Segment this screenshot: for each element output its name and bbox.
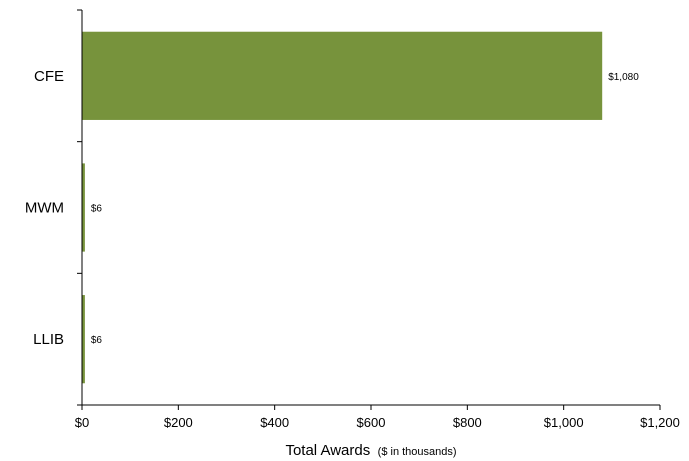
- data-label-mwm: $6: [91, 204, 103, 215]
- x-tick-label: $1,000: [544, 415, 584, 430]
- x-axis-title: Total Awards ($ in thousands): [285, 442, 456, 459]
- labels-group: CFE $1,080 MWM $6 LLIB $6 $0 $200 $400 $600 $800 $1…: [25, 68, 680, 430]
- x-axis-title-main: Total Awards: [285, 442, 370, 459]
- axes-group: [77, 9, 661, 410]
- data-label-llib: $6: [91, 335, 103, 346]
- x-tick-label: $200: [164, 415, 193, 430]
- data-label-cfe: $1,080: [608, 72, 639, 83]
- x-tick-label: $600: [357, 415, 386, 430]
- bars-group: [82, 31, 603, 384]
- x-tick-label: $800: [453, 415, 482, 430]
- x-tick-label: $400: [260, 415, 289, 430]
- category-label-cfe: CFE: [34, 68, 64, 85]
- x-axis-title-sub: ($ in thousands): [378, 446, 457, 458]
- x-tick-label: $0: [75, 415, 89, 430]
- category-label-mwm: MWM: [25, 200, 64, 217]
- bar-mwm: [82, 163, 85, 252]
- category-label-llib: LLIB: [33, 331, 64, 348]
- bar-cfe: [82, 31, 603, 120]
- x-tick-label: $1,200: [640, 415, 680, 430]
- bar-llib: [82, 295, 85, 384]
